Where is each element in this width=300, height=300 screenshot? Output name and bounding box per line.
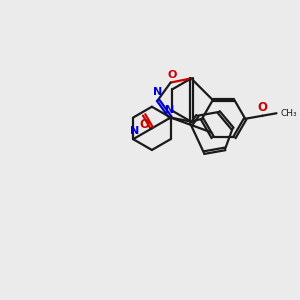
Text: N: N	[165, 105, 174, 115]
Text: CH₃: CH₃	[280, 109, 297, 118]
Text: N: N	[153, 87, 163, 97]
Text: O: O	[139, 118, 149, 131]
Text: O: O	[257, 101, 267, 114]
Text: N: N	[130, 126, 139, 136]
Text: O: O	[167, 70, 176, 80]
